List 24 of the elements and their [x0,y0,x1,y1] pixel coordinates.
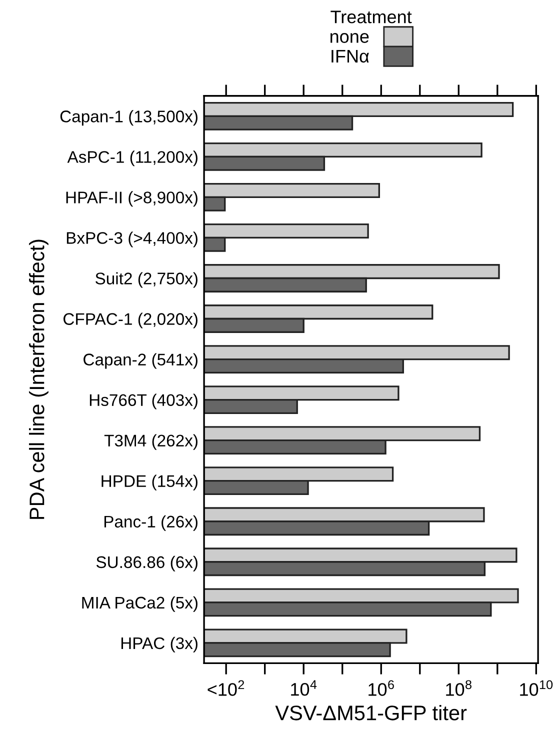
y-tick-label: Suit2 (2,750x) [96,272,198,288]
legend-label: IFNα [332,50,369,63]
y-tick-label: Capan-2 (541x) [84,353,198,369]
y-tick-label: CFPAC-1 (2,020x) [64,312,198,328]
y-tick-label: AsPC-1 (11,200x) [67,150,198,166]
x-tick-label: <10$^{2}$ [208,680,244,696]
x-tick-label: 10$^{10}$ [520,680,553,696]
x-tick-label: 10$^{4}$ [291,680,317,696]
y-tick-label: BxPC-3 (>4,400x) [66,232,198,248]
x-tick-label: 10$^{8}$ [446,680,472,696]
y-tick-label: HPAF-II (>8,900x) [66,191,198,207]
y-tick-label: HPDE (154x) [102,474,198,490]
y-tick-label: Capan-1 (13,500x) [60,110,198,126]
y-tick-label: MIA PaCa2 (5x) [82,596,198,612]
legend-label: none [330,33,369,43]
y-axis-title: PDA cell line (Interferon effect) [29,240,48,519]
y-tick-label: Panc-1 (26x) [104,515,198,531]
x-tick-label: 10$^{6}$ [368,680,394,696]
y-tick-label: HPAC (3x) [121,636,198,652]
y-tick-label: T3M4 (262x) [104,434,198,450]
x-axis-title: VSV-ΔM51-GFP titer [275,705,467,720]
legend-title: Treatment [330,10,412,24]
y-tick-label: Hs766T (403x) [90,394,198,410]
y-tick-label: SU.86.86 (6x) [96,556,198,572]
